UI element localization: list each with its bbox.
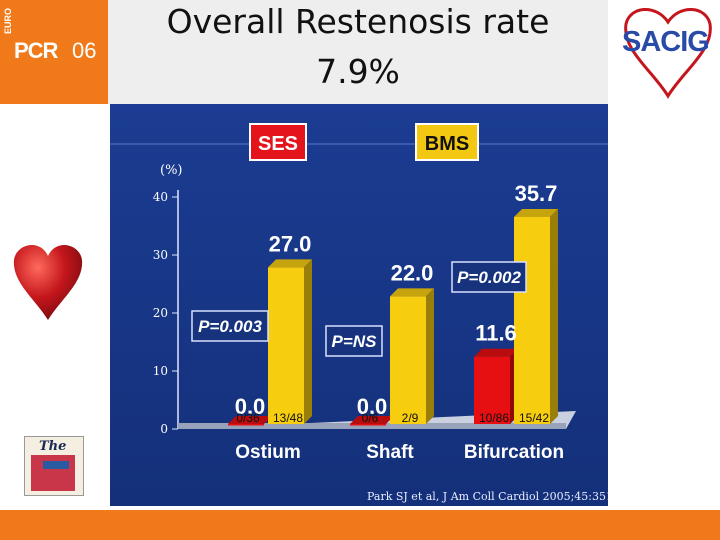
floor-slab-edge [178,423,566,429]
bar-top-face [474,348,518,357]
data-label: 11.6 [475,321,517,346]
bar-top-face [350,416,394,424]
bar-ses-shaft [350,424,386,426]
data-label: 27.0 [269,231,312,256]
bar-top-face [514,208,558,217]
bar-top-face [268,259,312,268]
footer-bar [0,510,720,540]
bar-ses-ostium [228,424,264,426]
badge-text: The [39,439,67,454]
p-value-label: P=NS [332,332,378,351]
europcr-logo-euro: EURO [3,7,13,34]
bar-count-label: 13/48 [273,411,303,425]
p-value-box [191,310,269,342]
y-tick-label: 0 [160,422,168,436]
bars-layer [228,208,558,426]
x-category-label: Ostium [235,442,300,463]
bar-count-label: 2/9 [402,411,419,425]
title-band [108,0,608,104]
data-label: 0.0 [235,394,266,419]
badge-stripe [43,461,69,469]
y-axis-ticks: 0 10 20 30 40 [153,190,178,436]
europcr-logo: EURO PCR 06 [0,0,108,104]
bar-bms-shaft [390,296,426,424]
bar-bms-bifurcation [514,216,550,424]
slide-subtitle-rate: 7.9% [316,52,400,91]
bar-side-face [304,259,312,424]
y-tick-label: 10 [153,364,168,378]
sacig-logo: SACIG [612,0,720,104]
slide-title: Overall Restenosis rate [166,2,550,41]
y-tick-label: 30 [153,248,168,262]
heart-decoration-icon [13,244,83,320]
legend-bms-box [415,123,479,161]
legend-ses-box [249,123,307,161]
y-tick-label: 40 [153,190,168,204]
labels-layer: 0.00/3627.013/48Ostium0.00/622.02/9Shaft… [191,181,564,463]
europcr-logo-name: PCR [14,38,58,63]
y-axis-unit-label: (%) [160,163,183,178]
x-category-label: Bifurcation [464,442,564,463]
data-label: 35.7 [515,181,558,206]
chart-citation: Park SJ et al, J Am Coll Cardiol 2005;45… [367,490,608,503]
sacig-heart-icon [624,8,712,99]
bar-top-face [390,288,434,297]
data-label: 0.0 [357,394,388,419]
legend-ses-label: SES [258,133,298,155]
legend: SES BMS [249,123,479,161]
bar-top-face [228,416,272,424]
p-value-box [451,261,527,293]
society-badge-logo: The [24,436,84,496]
bar-bms-ostium [268,267,304,424]
bar-side-face [426,288,434,424]
bar-ses-bifurcation [474,356,510,424]
p-value-box [325,325,383,357]
bar-count-label: 15/42 [519,411,549,425]
sacig-logo-text: SACIG [622,26,710,58]
p-value-label: P=0.002 [457,268,521,287]
p-value-label: P=0.003 [198,317,262,336]
x-category-label: Shaft [366,442,414,463]
legend-bms-label: BMS [425,133,469,155]
bar-count-label: 10/86 [479,411,509,425]
europcr-logo-year: 06 [72,38,97,63]
data-label: 22.0 [391,260,434,285]
bar-side-face [550,208,558,424]
bar-count-label: 0/6 [362,411,379,425]
y-tick-label: 20 [153,306,168,320]
bar-count-label: 0/36 [236,411,260,425]
